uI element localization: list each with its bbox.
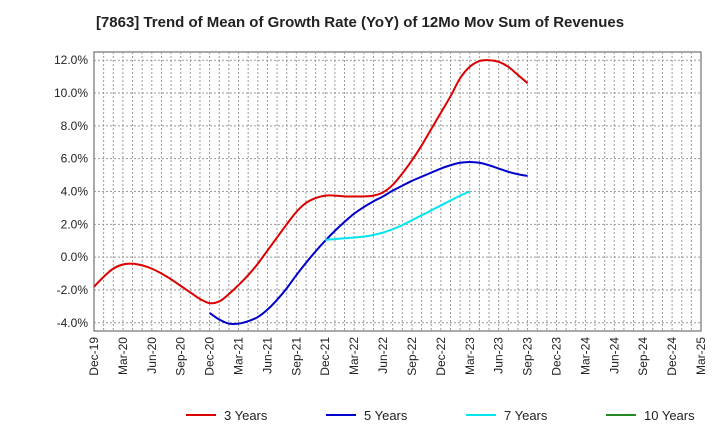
x-tick-label: Jun-21: [260, 337, 274, 374]
legend: 3 Years 5 Years 7 Years 10 Years: [186, 408, 695, 423]
series-line-7-years: [325, 190, 471, 241]
x-tick-label: Dec-21: [318, 337, 332, 376]
x-tick-label: Jun-20: [145, 337, 159, 374]
x-tick-label: Jun-24: [607, 337, 621, 374]
legend-label-7-years: 7 Years: [504, 408, 548, 423]
series-lines: [93, 59, 529, 326]
y-tick-label: 4.0%: [61, 185, 89, 199]
x-tick-label: Dec-24: [665, 337, 679, 376]
x-tick-label: Jun-22: [376, 337, 390, 374]
x-tick-label: Sep-22: [405, 337, 419, 376]
legend-label-10-years: 10 Years: [644, 408, 695, 423]
legend-label-3-years: 3 Years: [224, 408, 268, 423]
x-tick-label: Mar-21: [232, 337, 246, 375]
x-tick-label: Jun-23: [492, 337, 506, 374]
x-tick-label: Mar-20: [116, 337, 130, 375]
y-axis: -4.0% -2.0% 0.0% 2.0% 4.0% 6.0% 8.0% 10.0% 12.0%: [54, 53, 88, 330]
x-tick-label: Sep-21: [289, 337, 303, 376]
x-axis: Dec-19 Mar-20 Jun-20 Sep-20 Dec-20 Mar-21 Jun-…: [87, 337, 708, 376]
legend-label-5-years: 5 Years: [364, 408, 408, 423]
y-tick-label: -4.0%: [57, 316, 89, 330]
y-tick-label: 12.0%: [54, 53, 88, 67]
x-tick-label: Dec-23: [549, 337, 563, 376]
y-tick-label: 8.0%: [61, 119, 89, 133]
x-tick-label: Mar-24: [578, 337, 592, 375]
x-tick-label: Mar-22: [347, 337, 361, 375]
x-tick-label: Dec-20: [203, 337, 217, 376]
x-tick-label: Dec-22: [434, 337, 448, 376]
y-tick-label: 0.0%: [61, 250, 89, 264]
y-tick-label: 6.0%: [61, 152, 89, 166]
x-tick-label: Sep-24: [636, 337, 650, 376]
series-line-3-years: [93, 59, 529, 305]
x-tick-label: Mar-23: [463, 337, 477, 375]
x-tick-label: Mar-25: [694, 337, 708, 375]
series-line-5-years: [209, 160, 528, 326]
y-tick-label: -2.0%: [57, 283, 89, 297]
x-tick-label: Dec-19: [87, 337, 101, 376]
x-tick-label: Sep-20: [174, 337, 188, 376]
chart-title: [7863] Trend of Mean of Growth Rate (YoY…: [95, 14, 625, 31]
y-tick-label: 2.0%: [61, 217, 89, 231]
x-tick-label: Sep-23: [521, 337, 535, 376]
y-tick-label: 10.0%: [54, 86, 88, 100]
